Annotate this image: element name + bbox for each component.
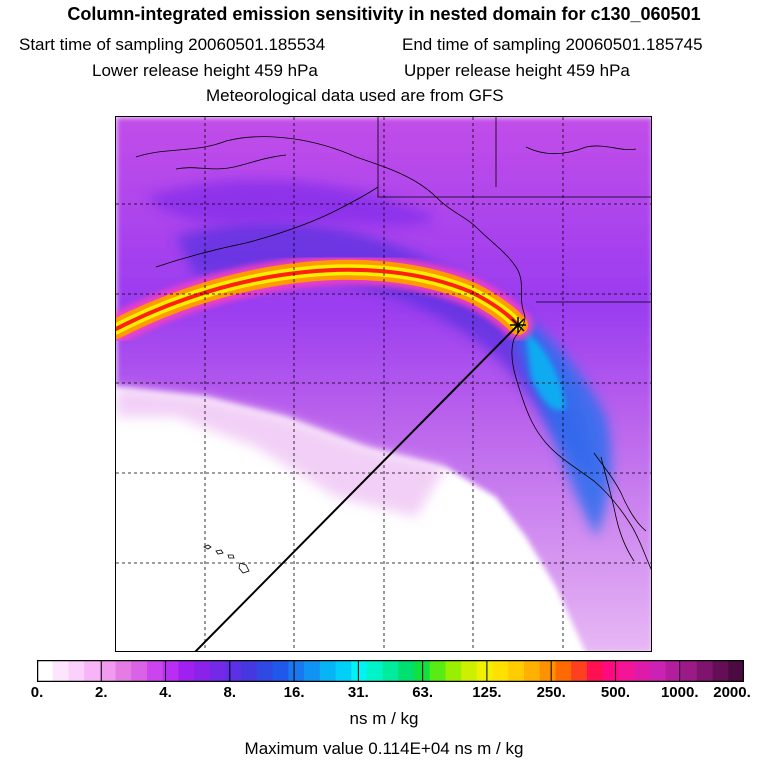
- colorbar-swatch: [225, 660, 242, 682]
- colorbar-tick-label: 250.: [536, 684, 566, 701]
- colorbar-swatch: [241, 660, 258, 682]
- colorbar-tick-label: 2000.: [713, 684, 751, 701]
- start-time-label: Start time of sampling 20060501.185534: [19, 35, 326, 54]
- colorbar-swatch: [665, 660, 682, 682]
- colorbar-swatch: [37, 660, 54, 682]
- colorbar-tick-label: 4.: [159, 684, 172, 701]
- colorbar-swatch: [366, 660, 384, 682]
- colorbar-swatch: [728, 660, 744, 682]
- colorbar-swatch: [618, 660, 635, 682]
- colorbar-swatch: [476, 660, 494, 682]
- flight-track-line: [194, 324, 519, 651]
- colorbar-swatch: [555, 660, 572, 682]
- colorbar-tick-label: 1000.: [660, 684, 699, 701]
- colorbar-swatch: [209, 660, 227, 682]
- colorbar-swatch: [68, 660, 85, 682]
- colorbar-swatch: [602, 660, 619, 682]
- upper-release-height-label: Upper release height 459 hPa: [404, 61, 630, 80]
- colorbar-swatch: [429, 660, 446, 682]
- colorbar-tick-label: 125.: [472, 684, 502, 701]
- colorbar-swatch: [492, 660, 509, 682]
- colorbar-swatch: [256, 660, 274, 682]
- sensitivity-field-cyan-patch: [526, 332, 566, 411]
- colorbar-swatch: [52, 660, 69, 682]
- graticule: [116, 117, 651, 651]
- colorbar-tick-label: 2.: [95, 684, 108, 701]
- colorbar-units-label: ns m / kg: [349, 709, 419, 728]
- colorbar-swatch: [131, 660, 148, 682]
- receptor-marker-icon: [510, 317, 526, 333]
- colorbar-swatch: [84, 660, 101, 682]
- colorbar-swatch: [351, 660, 368, 682]
- coastlines: [135, 117, 651, 570]
- colorbar-tick-label: 31.: [347, 684, 369, 701]
- colorbar-swatch: [146, 660, 164, 682]
- colorbar-swatch: [115, 660, 132, 682]
- colorbar-swatch: [178, 660, 195, 682]
- colorbar-swatch: [586, 660, 604, 682]
- colorbar-tick-label: 63.: [412, 684, 434, 701]
- colorbar-tick-label: 8.: [223, 684, 237, 701]
- colorbar-tick-label: 16.: [283, 684, 305, 701]
- sensitivity-field-pink-fringe: [116, 387, 446, 517]
- colorbar-swatch: [712, 660, 729, 682]
- colorbar-swatch: [681, 660, 698, 682]
- colorbar-border: [37, 660, 744, 682]
- colorbar-swatch: [304, 660, 321, 682]
- colorbar: [37, 660, 744, 682]
- colorbar-swatch: [634, 660, 651, 682]
- maximum-value-label: Maximum value 0.114E+04 ns m / kg: [244, 739, 524, 758]
- colorbar-swatch: [398, 660, 415, 682]
- colorbar-swatch: [335, 660, 352, 682]
- colorbar-tick-label: 0.: [30, 684, 44, 701]
- colorbar-swatch: [524, 660, 541, 682]
- colorbar-swatch: [162, 660, 179, 682]
- lower-release-height-label: Lower release height 459 hPa: [92, 61, 318, 80]
- colorbar-swatch: [319, 660, 337, 682]
- colorbar-swatch: [508, 660, 525, 682]
- colorbar-swatch: [539, 660, 556, 682]
- colorbar-swatch: [99, 660, 117, 682]
- sensitivity-field-upper-band: [146, 179, 436, 227]
- colorbar-swatch: [571, 660, 588, 682]
- colorbar-swatch: [382, 660, 399, 682]
- hawaii-islands: [203, 544, 250, 574]
- colorbar-swatch: [272, 660, 289, 682]
- colorbar-swatch: [194, 660, 211, 682]
- colorbar-swatch: [288, 660, 305, 682]
- colorbar-swatch: [649, 660, 666, 682]
- colorbar-swatch: [696, 660, 714, 682]
- colorbar-tick-label: 500.: [600, 684, 631, 701]
- sensitivity-arc-core: [116, 267, 520, 331]
- colorbar-swatch: [461, 660, 478, 682]
- sensitivity-map: [115, 116, 652, 652]
- colorbar-swatch: [445, 660, 462, 682]
- met-data-label: Meteorological data used are from GFS: [206, 86, 504, 105]
- end-time-label: End time of sampling 20060501.185745: [402, 35, 703, 54]
- plot-title: Column-integrated emission sensitivity i…: [67, 4, 701, 24]
